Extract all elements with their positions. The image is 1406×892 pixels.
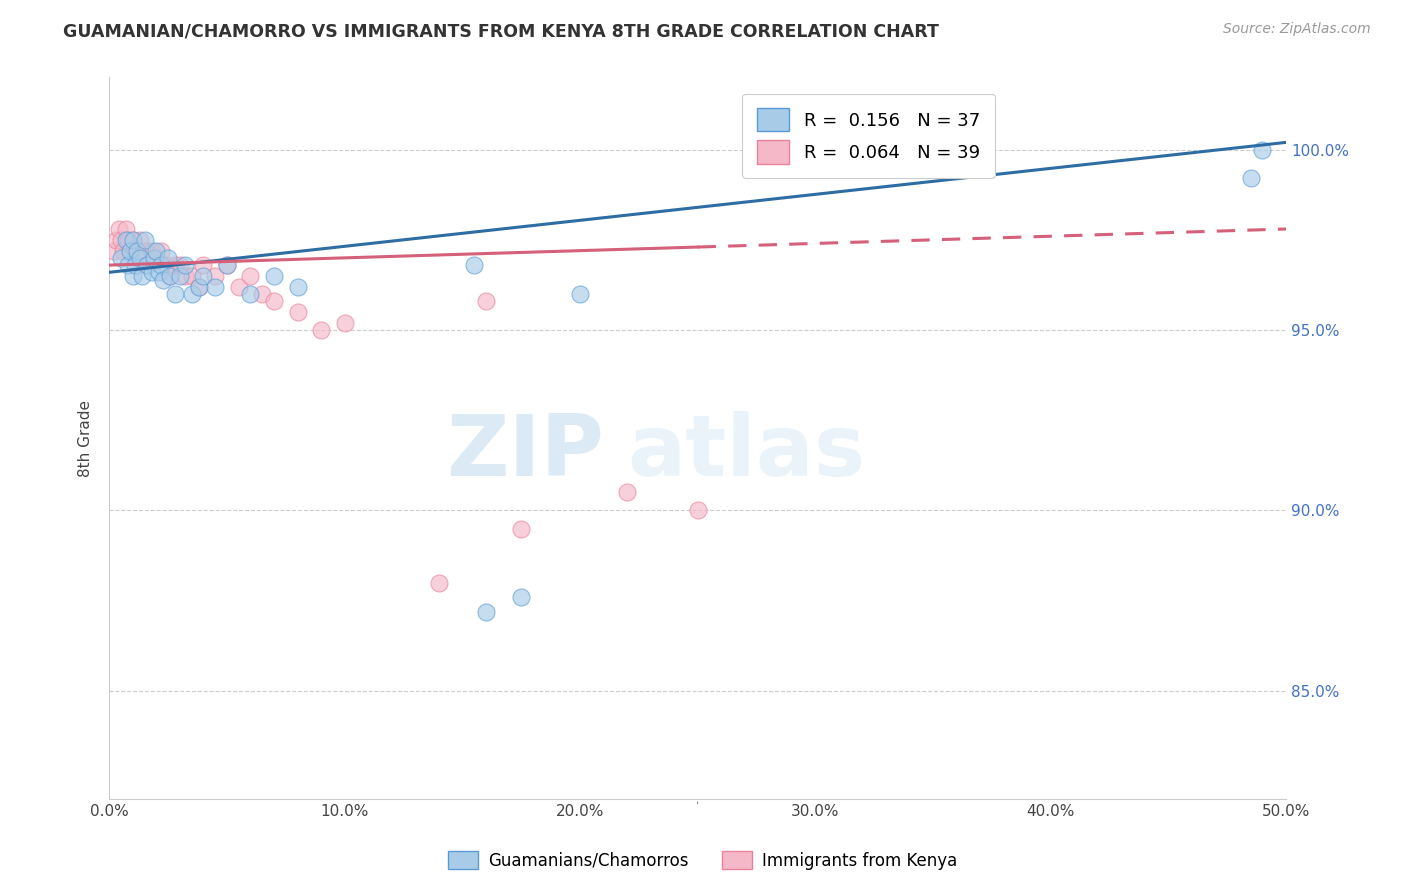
Point [239, 268, 262, 283]
Point [157, 251, 180, 265]
Point [204, 268, 226, 283]
Point [287, 305, 309, 319]
Point [193, 268, 215, 283]
Point [135, 258, 157, 272]
Point [121, 233, 143, 247]
Point [169, 258, 191, 272]
Point [187, 279, 209, 293]
Point [103, 244, 125, 258]
Point [150, 244, 173, 258]
Point [475, 294, 498, 309]
Point [173, 268, 195, 283]
Point [427, 575, 450, 590]
Point [124, 258, 146, 272]
Point [127, 251, 149, 265]
Point [110, 233, 132, 247]
Point [180, 287, 202, 301]
Point [120, 244, 142, 258]
Point [127, 244, 149, 258]
Point [165, 287, 187, 301]
Point [1251, 143, 1274, 157]
Text: ZIP: ZIP [446, 411, 603, 494]
Point [135, 258, 157, 272]
Point [134, 233, 156, 247]
Point [145, 251, 167, 265]
Point [107, 222, 129, 236]
Point [333, 316, 356, 330]
Point [143, 251, 166, 265]
Point [193, 258, 215, 272]
Point [475, 605, 498, 619]
Text: Source: ZipAtlas.com: Source: ZipAtlas.com [1223, 22, 1371, 37]
Point [159, 268, 181, 283]
Point [215, 258, 238, 272]
Point [159, 268, 181, 283]
Point [287, 279, 309, 293]
Point [1240, 171, 1263, 186]
Point [263, 268, 285, 283]
Point [141, 244, 163, 258]
Point [150, 258, 173, 272]
Point [250, 287, 273, 301]
Point [121, 233, 143, 247]
Point [165, 258, 187, 272]
Point [510, 522, 533, 536]
Point [510, 590, 533, 604]
Point [616, 485, 638, 500]
Point [131, 268, 153, 283]
Point [145, 244, 167, 258]
Point [110, 251, 132, 265]
Legend: R =  0.156   N = 37, R =  0.064   N = 39: R = 0.156 N = 37, R = 0.064 N = 39 [742, 94, 994, 178]
Point [120, 244, 142, 258]
Point [124, 244, 146, 258]
Point [568, 287, 591, 301]
Point [152, 272, 174, 286]
Point [463, 258, 485, 272]
Point [117, 233, 139, 247]
Point [105, 233, 128, 247]
Point [263, 294, 285, 309]
Point [128, 233, 150, 247]
Point [180, 268, 202, 283]
Point [204, 279, 226, 293]
Point [114, 222, 136, 236]
Point [173, 258, 195, 272]
Point [117, 258, 139, 272]
Point [155, 258, 177, 272]
Text: GUAMANIAN/CHAMORRO VS IMMIGRANTS FROM KENYA 8TH GRADE CORRELATION CHART: GUAMANIAN/CHAMORRO VS IMMIGRANTS FROM KE… [63, 22, 939, 40]
Point [148, 265, 170, 279]
Point [121, 268, 143, 283]
Y-axis label: 8th Grade: 8th Grade [79, 400, 93, 477]
Point [141, 265, 163, 279]
Point [239, 287, 262, 301]
Legend: Guamanians/Chamorros, Immigrants from Kenya: Guamanians/Chamorros, Immigrants from Ke… [441, 845, 965, 877]
Text: atlas: atlas [627, 411, 865, 494]
Point [134, 244, 156, 258]
Point [114, 233, 136, 247]
Point [215, 258, 238, 272]
Point [686, 503, 709, 517]
Point [228, 279, 250, 293]
Point [169, 268, 191, 283]
Point [128, 251, 150, 265]
Point [112, 244, 135, 258]
Point [309, 323, 332, 337]
Point [187, 279, 209, 293]
